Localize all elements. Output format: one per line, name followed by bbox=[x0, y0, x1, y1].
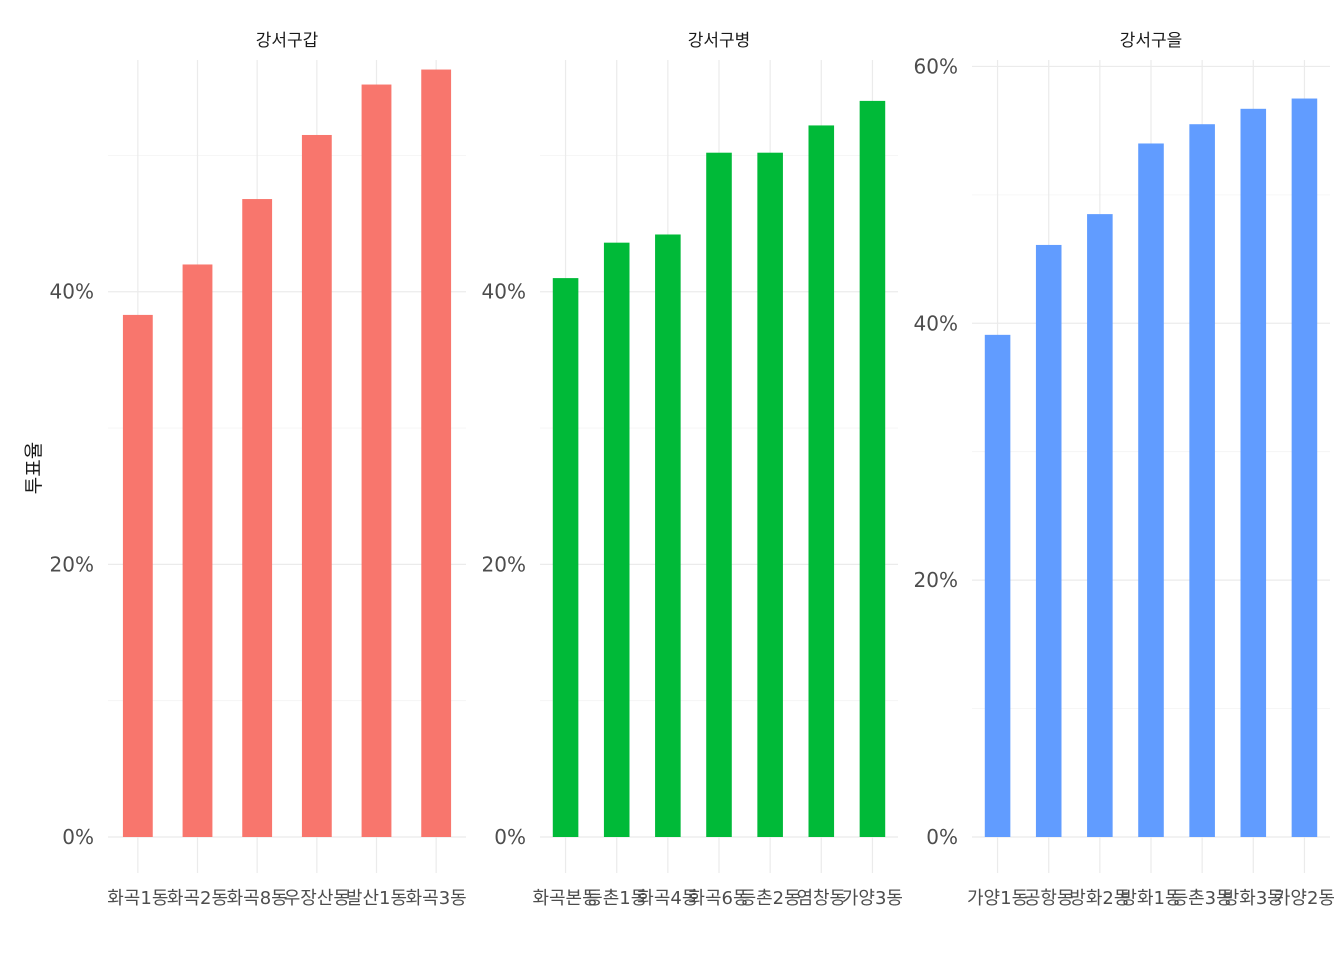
y-tick-label: 0% bbox=[494, 825, 526, 849]
bar-방화3동 bbox=[1240, 108, 1267, 838]
panel-title: 강서구병 bbox=[688, 31, 751, 51]
bar-등촌1동 bbox=[603, 242, 630, 838]
bar-화곡본동 bbox=[552, 278, 579, 838]
bar-가양3동 bbox=[859, 100, 886, 838]
bar-화곡2동 bbox=[182, 264, 213, 837]
bar-등촌2동 bbox=[757, 152, 783, 838]
x-tick-label: 화곡1동 bbox=[107, 888, 168, 909]
x-tick-label: 방화1동 bbox=[1120, 888, 1181, 909]
x-tick-label: 공항동 bbox=[1024, 888, 1074, 909]
bar-화곡3동 bbox=[421, 69, 452, 837]
bar-화곡6동 bbox=[706, 152, 732, 838]
bar-화곡4동 bbox=[655, 234, 681, 838]
panel-title: 강서구을 bbox=[1120, 31, 1183, 51]
y-tick-label: 20% bbox=[914, 568, 958, 592]
y-tick-label: 20% bbox=[482, 552, 526, 576]
x-tick-label: 우장산동 bbox=[284, 888, 350, 909]
y-tick-label: 40% bbox=[50, 280, 94, 304]
x-tick-label: 가양1동 bbox=[967, 888, 1028, 909]
x-tick-label: 등촌1동 bbox=[586, 888, 647, 909]
bar-방화1동 bbox=[1138, 143, 1164, 837]
y-tick-label: 60% bbox=[914, 54, 958, 78]
bar-염창동 bbox=[808, 125, 835, 837]
x-tick-label: 방화3동 bbox=[1223, 888, 1284, 909]
x-tick-label: 화곡3동 bbox=[406, 888, 467, 909]
y-tick-label: 0% bbox=[926, 825, 958, 849]
x-tick-label: 화곡2동 bbox=[167, 888, 228, 909]
bar-발산1동 bbox=[361, 84, 392, 837]
x-tick-label: 방화2동 bbox=[1069, 888, 1130, 909]
x-tick-label: 화곡6동 bbox=[688, 888, 749, 909]
x-tick-label: 등촌2동 bbox=[740, 888, 801, 909]
bar-가양1동 bbox=[984, 334, 1011, 837]
y-tick-label: 40% bbox=[914, 311, 958, 335]
x-tick-label: 등촌3동 bbox=[1172, 888, 1233, 909]
x-tick-label: 가양3동 bbox=[842, 888, 903, 909]
bar-방화2동 bbox=[1087, 214, 1113, 837]
bar-화곡1동 bbox=[122, 314, 153, 837]
bar-화곡8동 bbox=[242, 199, 273, 837]
y-tick-label: 40% bbox=[482, 280, 526, 304]
y-axis-title: 투표율 bbox=[23, 442, 45, 494]
x-tick-label: 화곡본동 bbox=[532, 888, 598, 909]
bar-가양2동 bbox=[1291, 98, 1318, 837]
panel-title: 강서구갑 bbox=[256, 31, 319, 51]
x-tick-label: 발산1동 bbox=[346, 888, 407, 909]
x-tick-label: 화곡8동 bbox=[227, 888, 288, 909]
x-tick-label: 염창동 bbox=[796, 888, 846, 909]
y-tick-label: 0% bbox=[62, 825, 94, 849]
bar-등촌3동 bbox=[1189, 124, 1215, 838]
x-tick-label: 화곡4동 bbox=[637, 888, 698, 909]
y-tick-label: 20% bbox=[50, 552, 94, 576]
bar-공항동 bbox=[1035, 244, 1062, 837]
x-tick-label: 가양2동 bbox=[1274, 888, 1335, 909]
bar-우장산동 bbox=[301, 134, 332, 837]
